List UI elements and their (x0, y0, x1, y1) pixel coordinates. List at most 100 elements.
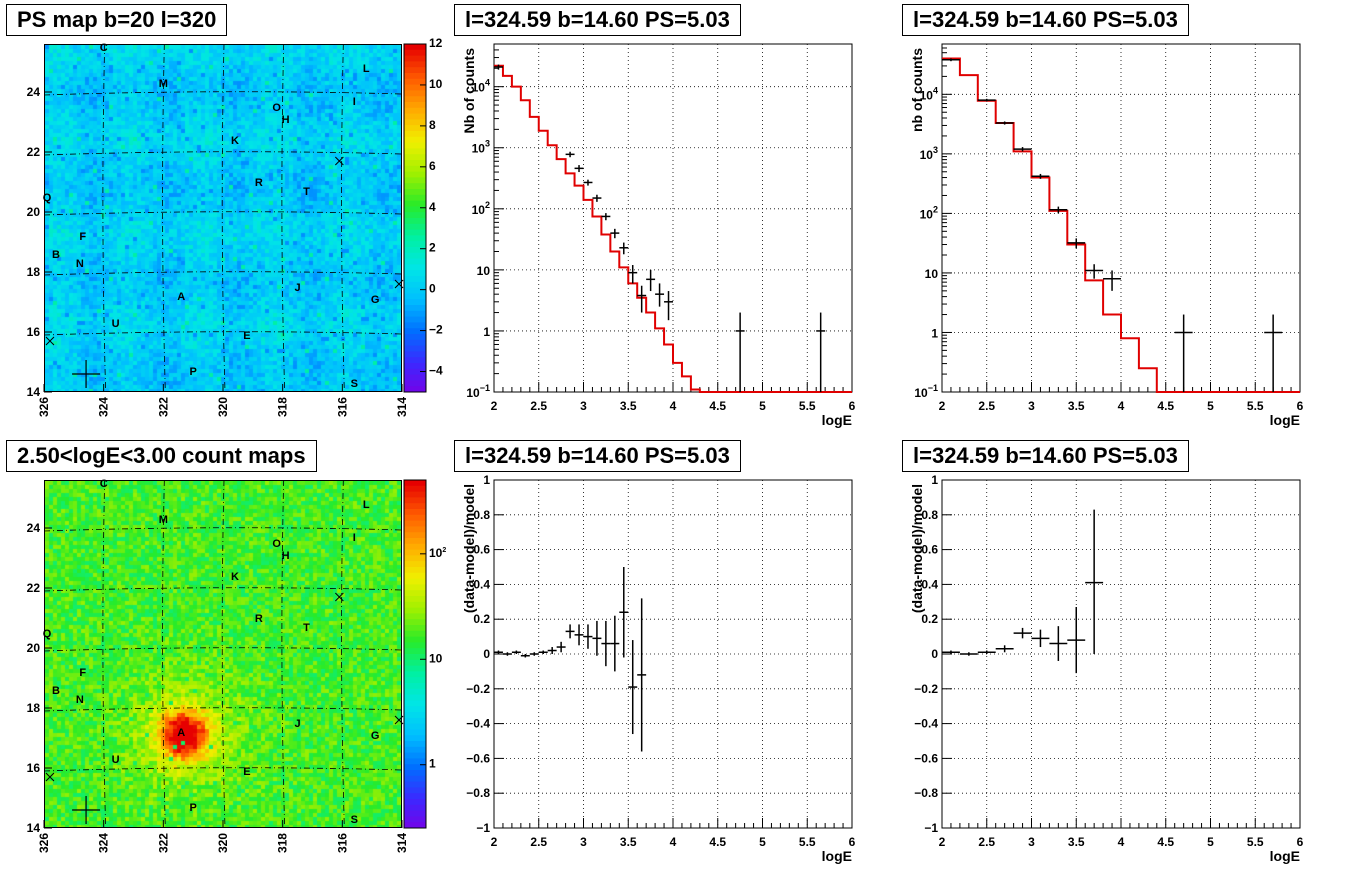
color-bar-segment (404, 281, 426, 289)
source-label: R (255, 177, 263, 189)
color-bar-segment (404, 189, 426, 196)
color-bar-segment (404, 276, 426, 283)
longitude-line (162, 43, 166, 393)
data-point (628, 265, 638, 284)
x-tick-label: 320 (216, 397, 230, 417)
data-point (574, 165, 584, 173)
data-point (511, 650, 521, 654)
color-bar-label: 10 (429, 651, 443, 665)
color-bar-segment (404, 543, 426, 551)
color-bar-segment (404, 247, 426, 254)
x-tick-label: 4.5 (709, 399, 726, 413)
data-point (735, 312, 745, 392)
color-bar-segment (404, 96, 426, 103)
y-tick-label: 10 (925, 267, 939, 281)
color-bar-segment (404, 339, 426, 347)
y-tick-label: −0.2 (914, 682, 938, 696)
x-tick-label: 5 (759, 835, 766, 849)
y-tick-label: 1 (931, 473, 938, 487)
x-tick-label: 318 (276, 833, 290, 853)
y-tick-label: 0.8 (921, 508, 938, 522)
data-point (942, 650, 960, 654)
x-tick-label: 2 (939, 835, 946, 849)
x-tick-label: 5 (759, 399, 766, 413)
color-bar-label: 10 (429, 77, 443, 91)
x-tick-label: 4.5 (709, 835, 726, 849)
color-bar-segment (404, 171, 426, 178)
y-tick-label: 102 (920, 204, 938, 221)
color-bar-segment (404, 799, 426, 806)
color-bar-segment (404, 380, 426, 387)
color-bar-segment (404, 485, 426, 493)
color-bar-segment (404, 683, 426, 690)
color-bar-segment (404, 665, 426, 672)
ps-map-panel: C M L I O H K R T Q F B N A J G U E P S 326 324 322 320 318 316 31… (0, 0, 443, 436)
data-point (664, 291, 673, 321)
longitude-line (221, 43, 226, 393)
color-bar-segment (404, 816, 426, 823)
color-bar-segment (404, 55, 426, 62)
color-bar-segment (404, 142, 426, 149)
latitude-line (43, 767, 403, 772)
color-bar-segment (404, 334, 426, 341)
data-point (995, 121, 1014, 125)
residual-1-chart: 2 2.5 3 3.5 4 4.5 5 5.5 6 1 0.8 0.6 0.4 0.2 0 −0.2 −0.4 −… (461, 473, 856, 864)
color-bar-segment (404, 729, 426, 736)
color-bar-segment (404, 578, 426, 585)
source-label: I (353, 96, 356, 108)
x-tick-label: 5.5 (1247, 835, 1264, 849)
data-point (637, 285, 647, 313)
color-bar-label: −2 (429, 323, 443, 337)
color-bar-segment (404, 509, 426, 516)
x-marker (334, 156, 344, 166)
y-tick-label: −0.8 (466, 786, 490, 800)
color-bar-segment (404, 601, 426, 609)
color-bar-segment (404, 345, 426, 352)
x-axis-label: logE (1270, 412, 1300, 428)
residual-1-panel: 2 2.5 3 3.5 4 4.5 5 5.5 6 1 0.8 0.6 0.4 0.2 0 −0.2 −0.4 −… (448, 438, 888, 874)
color-bar-segment (404, 671, 426, 678)
color-bar-segment (404, 328, 426, 335)
color-bar-segment (404, 61, 426, 68)
longitude-line (162, 479, 166, 829)
y-tick-label: 0.4 (473, 577, 490, 591)
y-tick-label: −0.8 (914, 786, 938, 800)
latitude-line (43, 331, 403, 336)
color-bar-segment (404, 154, 426, 161)
y-tick-label: 103 (920, 145, 938, 162)
color-bar-segment (404, 67, 426, 74)
x-tick-label: 2 (939, 399, 946, 413)
data-point (494, 64, 503, 70)
color-bar-segment (404, 177, 426, 184)
data-point (1174, 314, 1193, 392)
source-label: N (76, 258, 84, 270)
x-tick-label: 318 (276, 397, 290, 417)
color-bar-segment (404, 287, 426, 294)
residual-1-title: l=324.59 b=14.60 PS=5.03 (454, 440, 741, 472)
color-bar-segment (404, 677, 426, 684)
x-tick-label: 3.5 (1068, 835, 1085, 849)
coordinate-grid (43, 43, 403, 393)
x-tick-label: 314 (395, 833, 409, 853)
color-bar-segment (404, 758, 426, 765)
x-tick-label: 316 (335, 833, 349, 853)
color-bar-segment (404, 549, 426, 556)
x-tick-label: 3 (580, 399, 587, 413)
data-point (574, 624, 584, 646)
color-bar-segment (404, 49, 426, 57)
color-bar-segment (404, 735, 426, 742)
y-tick-label: 10 (477, 264, 491, 278)
y-tick-label: −0.4 (914, 717, 938, 731)
color-bar-label: 1 (429, 757, 436, 771)
color-bar-segment (404, 584, 426, 591)
color-bar-segment (404, 700, 426, 707)
data-point (529, 652, 539, 656)
color-bar-segment (404, 723, 426, 730)
color-bar-segment (404, 264, 426, 271)
color-bar-segment (404, 746, 426, 754)
spectrum-1-panel: 2 2.5 3 3.5 4 4.5 5 5.5 6 10−1 1 10 102 103 104 logE Nb … (448, 0, 888, 436)
color-bar-segment (404, 804, 426, 812)
y-tick-label: 104 (472, 78, 490, 95)
spectrum-1-chart: 2 2.5 3 3.5 4 4.5 5 5.5 6 10−1 1 10 102 103 104 logE Nb … (461, 43, 856, 428)
color-bar-segment (404, 654, 426, 661)
